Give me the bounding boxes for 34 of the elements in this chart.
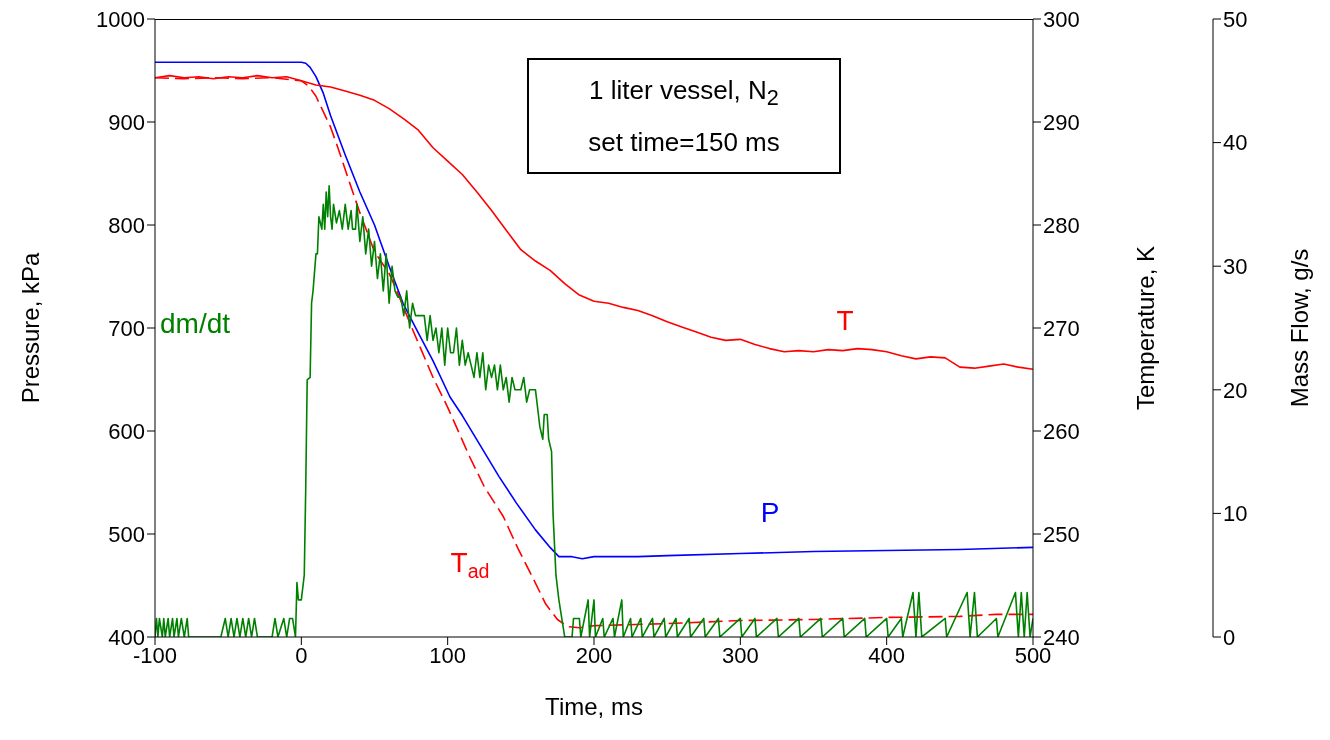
y-axis-title: Pressure, kPa bbox=[17, 251, 45, 404]
y-tick-label: 500 bbox=[108, 521, 145, 547]
y2-axis-title: Temperature, K bbox=[1131, 245, 1159, 411]
y-tick-label: 600 bbox=[108, 418, 145, 444]
y2-tick-label: 290 bbox=[1043, 109, 1080, 135]
x-tick-label: 300 bbox=[721, 642, 759, 668]
x-axis-title: Time, ms bbox=[545, 693, 643, 720]
y3-tick-label: 20 bbox=[1223, 377, 1248, 403]
y3-tick-label: 50 bbox=[1223, 6, 1248, 32]
y2-tick-label: 270 bbox=[1043, 315, 1080, 341]
y3-axis-title: Mass Flow, g/s bbox=[1286, 248, 1314, 408]
x-tick-label: 0 bbox=[295, 642, 308, 668]
y-tick-label: 1000 bbox=[96, 6, 145, 32]
series-label: P bbox=[760, 497, 780, 528]
y2-tick-label: 250 bbox=[1043, 521, 1080, 547]
y-tick-label: 900 bbox=[108, 109, 145, 135]
series-label: T$_{ad}$ bbox=[450, 547, 490, 582]
y-tick-label: 700 bbox=[108, 315, 145, 341]
y3-tick-label: 30 bbox=[1223, 254, 1248, 280]
y-tick-label: 800 bbox=[108, 212, 145, 238]
y3-tick-label: 40 bbox=[1223, 130, 1248, 156]
y2-tick-label: 280 bbox=[1043, 212, 1080, 238]
annotation: set time=150 ms bbox=[587, 126, 781, 160]
x-tick-label: 400 bbox=[868, 642, 906, 668]
x-tick-label: 200 bbox=[575, 642, 613, 668]
y2-tick-label: 300 bbox=[1043, 6, 1080, 32]
y3-tick-label: 0 bbox=[1223, 624, 1236, 650]
y2-tick-label: 260 bbox=[1043, 418, 1080, 444]
text: dm/dt bbox=[159, 308, 231, 339]
annotation: 1 liter vessel, N$_{2}$ bbox=[588, 74, 780, 113]
series-label: T bbox=[836, 305, 854, 336]
note-box: 1 liter vessel, N$_{2}$ set time=150 ms bbox=[527, 58, 841, 175]
y3-tick-label: 10 bbox=[1223, 501, 1248, 527]
x-tick-label: 100 bbox=[429, 642, 467, 668]
